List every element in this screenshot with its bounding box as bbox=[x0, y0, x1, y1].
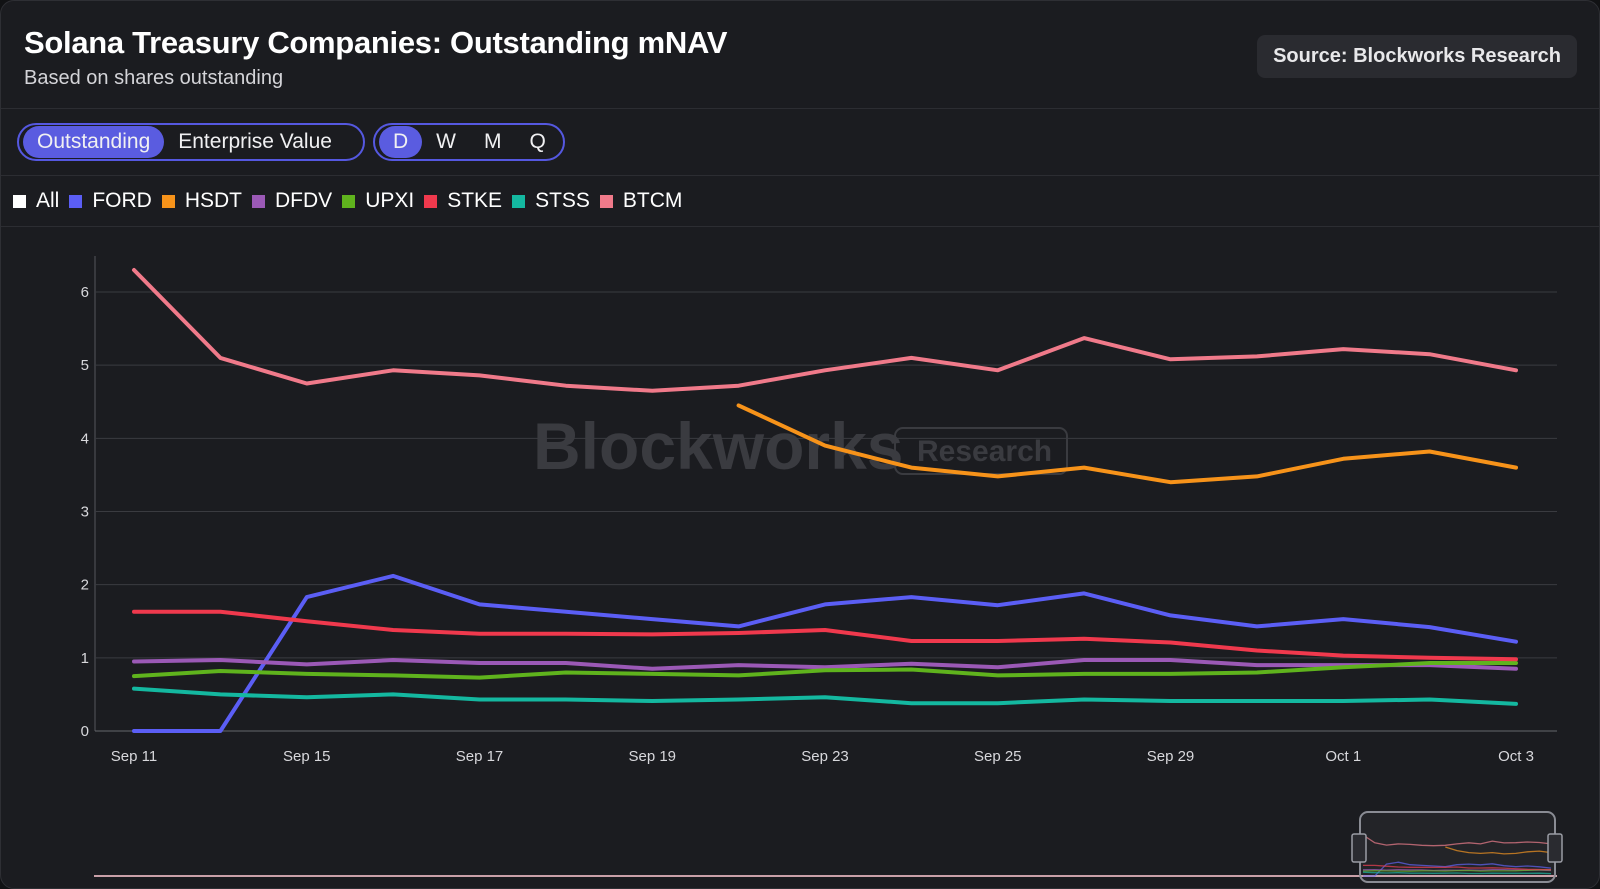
y-tick-label: 3 bbox=[81, 504, 89, 521]
x-tick-label: Oct 1 bbox=[1325, 748, 1361, 765]
legend-label: HSDT bbox=[184, 189, 243, 212]
legend-swatch bbox=[161, 194, 175, 208]
chart-title: Solana Treasury Companies: Outstanding m… bbox=[24, 25, 728, 60]
legend-label: UPXI bbox=[365, 189, 415, 212]
x-tick-label: Oct 3 bbox=[1498, 748, 1534, 765]
x-tick-label: Sep 29 bbox=[1147, 748, 1195, 765]
legend-item-all[interactable]: All bbox=[13, 189, 59, 213]
metric-toggle: Outstanding Enterprise Value bbox=[17, 123, 365, 161]
series-line-btcm bbox=[132, 268, 1518, 393]
series-line-dfdv bbox=[132, 658, 1518, 671]
interval-option-w[interactable]: W bbox=[436, 130, 456, 153]
y-tick-label: 1 bbox=[81, 650, 89, 667]
legend-swatch bbox=[13, 194, 26, 208]
legend-swatch bbox=[599, 194, 613, 208]
y-tick-label: 2 bbox=[81, 577, 89, 594]
legend-swatch bbox=[342, 194, 356, 208]
legend: All FORD HSDT DFDV UPXI STKE STSS BTCM bbox=[1, 176, 1599, 227]
series-line-ford bbox=[132, 573, 1518, 733]
series-line-stss bbox=[132, 686, 1518, 706]
legend-label: BTCM bbox=[622, 189, 683, 212]
navigator-series-upxi bbox=[1362, 869, 1551, 872]
interval-option-m[interactable]: M bbox=[484, 130, 502, 153]
watermark-brand: Blockworks bbox=[533, 409, 903, 483]
legend-swatch bbox=[424, 194, 438, 208]
metric-option-enterprise-value[interactable]: Enterprise Value bbox=[178, 130, 332, 153]
legend-label: All bbox=[36, 189, 60, 212]
navigator-series-ford bbox=[1363, 861, 1552, 877]
legend-label: STKE bbox=[447, 189, 503, 212]
x-tick-label: Sep 23 bbox=[801, 748, 849, 765]
legend-item-ford[interactable]: FORD bbox=[69, 189, 152, 213]
y-tick-label: 6 bbox=[81, 284, 89, 301]
navigator-series-hsdt bbox=[1445, 846, 1552, 855]
x-tick-label: Sep 15 bbox=[283, 748, 331, 765]
watermark-tag: Research bbox=[917, 435, 1052, 468]
legend-item-stke[interactable]: STKE bbox=[424, 189, 502, 213]
legend-label: DFDV bbox=[275, 189, 333, 212]
x-tick-label: Sep 11 bbox=[111, 748, 157, 765]
legend-swatch bbox=[252, 194, 266, 208]
navigator-window[interactable] bbox=[1359, 811, 1556, 883]
legend-label: FORD bbox=[92, 189, 152, 212]
navigator-handle-left[interactable] bbox=[1351, 833, 1367, 863]
legend-item-stss[interactable]: STSS bbox=[512, 189, 590, 213]
x-tick-label: Sep 19 bbox=[628, 748, 676, 765]
legend-swatch bbox=[512, 194, 526, 208]
y-tick-label: 5 bbox=[81, 357, 89, 374]
metric-option-outstanding[interactable]: Outstanding bbox=[23, 126, 165, 158]
interval-option-d[interactable]: D bbox=[379, 126, 423, 158]
series-line-hsdt bbox=[736, 403, 1518, 485]
interval-option-q[interactable]: Q bbox=[529, 130, 546, 153]
source-badge: Source: Blockworks Research bbox=[1257, 35, 1577, 78]
y-tick-label: 4 bbox=[81, 430, 89, 447]
legend-item-btcm[interactable]: BTCM bbox=[599, 189, 683, 213]
chart-subtitle: Based on shares outstanding bbox=[24, 67, 284, 89]
navigator-series-btcm bbox=[1362, 834, 1552, 847]
legend-swatch bbox=[69, 194, 83, 208]
series-line-stke bbox=[132, 609, 1518, 662]
x-tick-label: Sep 25 bbox=[974, 748, 1022, 765]
legend-item-dfdv[interactable]: DFDV bbox=[252, 189, 332, 213]
navigator-series-stss bbox=[1362, 871, 1552, 875]
legend-item-hsdt[interactable]: HSDT bbox=[161, 189, 243, 213]
legend-item-upxi[interactable]: UPXI bbox=[342, 189, 414, 213]
navigator-handle-right[interactable] bbox=[1547, 833, 1563, 863]
y-tick-label: 0 bbox=[81, 723, 89, 740]
legend-label: STSS bbox=[535, 189, 590, 212]
x-tick-label: Sep 17 bbox=[456, 748, 504, 765]
header: Solana Treasury Companies: Outstanding m… bbox=[1, 1, 1599, 109]
navigator-series-stke bbox=[1363, 864, 1552, 871]
series-line-upxi bbox=[132, 661, 1518, 680]
